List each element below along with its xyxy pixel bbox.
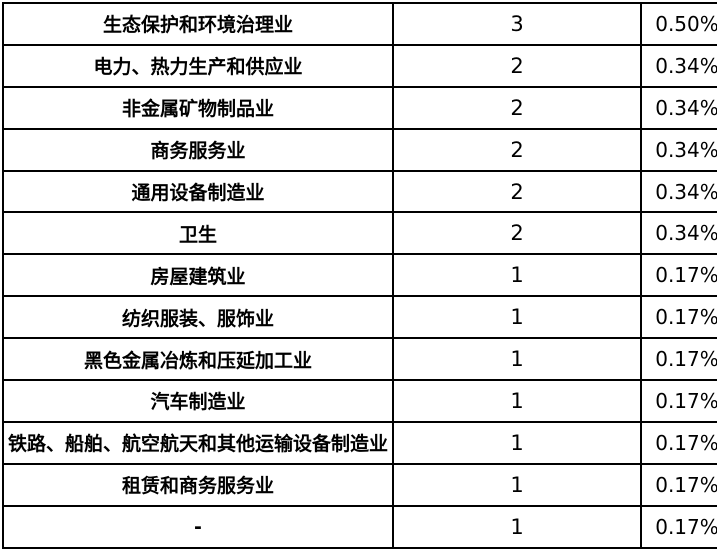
table-row: 非金属矿物制品业 2 0.34% [2, 85, 717, 130]
percentage-cell: 0.34% [640, 85, 717, 130]
count-cell: 1 [392, 504, 642, 549]
count-cell: 2 [392, 169, 642, 214]
industry-cell: 铁路、船舶、航空航天和其他运输设备制造业 [2, 420, 394, 465]
industry-cell: 租赁和商务服务业 [2, 462, 394, 507]
count-cell: 1 [392, 337, 642, 382]
table-row: 铁路、船舶、航空航天和其他运输设备制造业 1 0.17% [2, 420, 717, 465]
industry-cell: 非金属矿物制品业 [2, 85, 394, 130]
table-row: 电力、热力生产和供应业 2 0.34% [2, 43, 717, 88]
table-row: 通用设备制造业 2 0.34% [2, 169, 717, 214]
count-cell: 2 [392, 43, 642, 88]
percentage-cell: 0.50% [640, 2, 717, 46]
count-cell: 1 [392, 253, 642, 298]
table-row: 生态保护和环境治理业 3 0.50% [2, 2, 717, 46]
percentage-cell: 0.34% [640, 211, 717, 256]
count-cell: 1 [392, 462, 642, 507]
table-row: 黑色金属冶炼和压延加工业 1 0.17% [2, 337, 717, 382]
industry-cell: 房屋建筑业 [2, 253, 394, 298]
industry-cell: 通用设备制造业 [2, 169, 394, 214]
industry-cell: 黑色金属冶炼和压延加工业 [2, 337, 394, 382]
industry-cell: 纺织服装、服饰业 [2, 295, 394, 340]
table-row: 纺织服装、服饰业 1 0.17% [2, 295, 717, 340]
industry-cell: 生态保护和环境治理业 [2, 2, 394, 46]
percentage-cell: 0.17% [640, 253, 717, 298]
table-row: 房屋建筑业 1 0.17% [2, 253, 717, 298]
percentage-cell: 0.34% [640, 127, 717, 172]
count-cell: 1 [392, 420, 642, 465]
count-cell: 1 [392, 379, 642, 423]
percentage-cell: 0.34% [640, 169, 717, 214]
percentage-cell: 0.17% [640, 295, 717, 340]
percentage-cell: 0.17% [640, 337, 717, 382]
percentage-cell: 0.17% [640, 379, 717, 423]
industry-cell: 电力、热力生产和供应业 [2, 43, 394, 88]
percentage-cell: 0.17% [640, 462, 717, 507]
table-row: 商务服务业 2 0.34% [2, 127, 717, 172]
count-cell: 2 [392, 211, 642, 256]
count-cell: 2 [392, 85, 642, 130]
count-cell: 2 [392, 127, 642, 172]
percentage-cell: 0.17% [640, 420, 717, 465]
percentage-cell: 0.17% [640, 504, 717, 549]
percentage-cell: 0.34% [640, 43, 717, 88]
industry-cell: 卫生 [2, 211, 394, 256]
table-row: 卫生 2 0.34% [2, 211, 717, 256]
count-cell: 1 [392, 295, 642, 340]
table-row: 租赁和商务服务业 1 0.17% [2, 462, 717, 507]
count-cell: 3 [392, 2, 642, 46]
table-row: 汽车制造业 1 0.17% [2, 379, 717, 423]
industry-cell: 商务服务业 [2, 127, 394, 172]
industry-cell: 汽车制造业 [2, 379, 394, 423]
table-row: -1 0.17% [2, 504, 717, 549]
industry-cell: - [2, 504, 394, 549]
